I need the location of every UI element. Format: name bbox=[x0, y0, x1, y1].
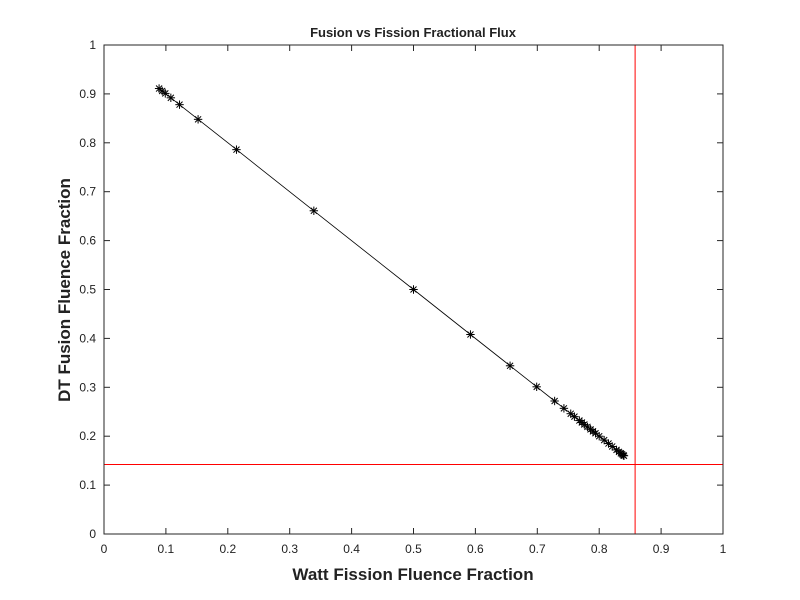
data-point bbox=[193, 115, 203, 124]
y-tick-label: 0.6 bbox=[79, 234, 96, 248]
data-point bbox=[466, 330, 475, 339]
y-tick-label: 0.2 bbox=[79, 429, 96, 443]
x-tick-label: 0.8 bbox=[591, 542, 608, 556]
chart-title: Fusion vs Fission Fractional Flux bbox=[310, 25, 517, 40]
x-tick-label: 0.5 bbox=[405, 542, 422, 556]
data-point bbox=[619, 451, 629, 460]
y-tick-label: 1 bbox=[89, 38, 96, 52]
data-point bbox=[607, 442, 617, 451]
x-tick-label: 0.9 bbox=[653, 542, 670, 556]
data-point bbox=[570, 412, 579, 421]
data-point bbox=[532, 382, 541, 392]
y-tick-label: 0.1 bbox=[79, 478, 96, 492]
data-point bbox=[599, 435, 609, 445]
x-tick-label: 0.4 bbox=[343, 542, 360, 556]
y-tick-label: 0.3 bbox=[79, 380, 96, 394]
data-point bbox=[505, 361, 515, 370]
reference-lines bbox=[104, 45, 723, 534]
x-tick-label: 0.7 bbox=[529, 542, 546, 556]
plot-area-border bbox=[103, 44, 724, 535]
x-tick-label: 1 bbox=[720, 542, 727, 556]
data-point bbox=[559, 404, 569, 413]
y-tick-label: 0.7 bbox=[79, 185, 96, 199]
data-point bbox=[175, 100, 184, 109]
data-point bbox=[591, 429, 600, 438]
y-axis-label: DT Fusion Fluence Fraction bbox=[55, 178, 74, 402]
y-tick-label: 0.8 bbox=[79, 136, 96, 150]
x-tick-label: 0.2 bbox=[219, 542, 236, 556]
data-point bbox=[309, 206, 319, 215]
series-markers bbox=[154, 84, 629, 460]
x-tick-label: 0.3 bbox=[281, 542, 298, 556]
x-axis-label: Watt Fission Fluence Fraction bbox=[292, 565, 533, 584]
data-point bbox=[161, 89, 170, 98]
y-tick-label: 0.9 bbox=[79, 87, 96, 101]
data-point bbox=[232, 145, 241, 154]
y-tick-label: 0.5 bbox=[79, 283, 96, 297]
x-tick-label: 0.1 bbox=[158, 542, 175, 556]
data-point bbox=[604, 439, 613, 448]
data-point bbox=[166, 93, 176, 103]
x-tick-label: 0.6 bbox=[467, 542, 484, 556]
data-point bbox=[595, 432, 604, 441]
data-point bbox=[550, 396, 559, 406]
data-point bbox=[566, 409, 575, 418]
x-tick-label: 0 bbox=[101, 542, 108, 556]
data-point bbox=[409, 285, 418, 294]
y-tick-label: 0.4 bbox=[79, 331, 96, 345]
y-tick-label: 0 bbox=[89, 527, 96, 541]
x-axis-ticks: 0 0.1 0.2 0.3 0.4 0.5 0.6 0.7 0.8 0.9 1 bbox=[101, 45, 727, 556]
